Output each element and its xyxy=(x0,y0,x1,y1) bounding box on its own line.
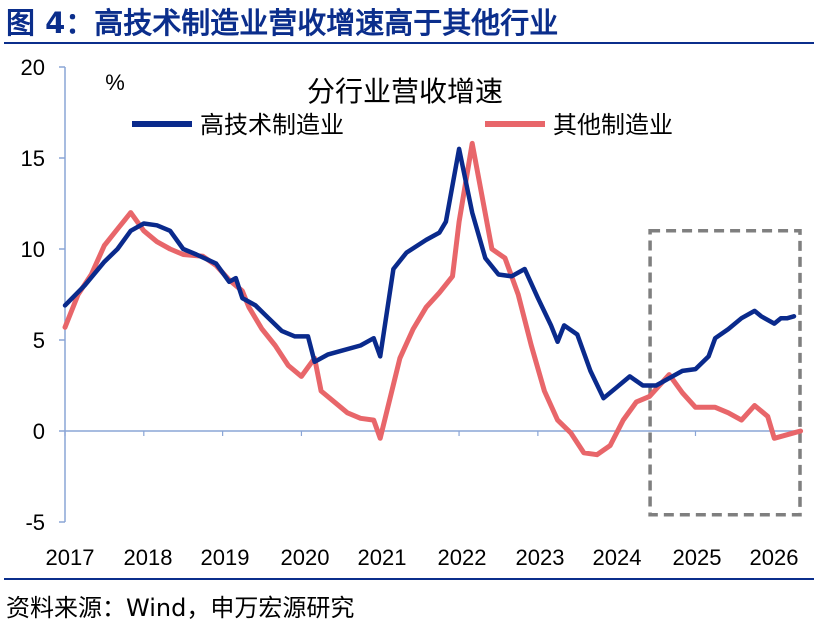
legend: 高技术制造业 其他制造业 xyxy=(132,111,673,139)
legend-item-other-manufacturing: 其他制造业 xyxy=(485,111,673,139)
y-unit-label: % xyxy=(105,70,125,95)
y-tick-label: -5 xyxy=(25,510,45,535)
x-tick-label: 2023 xyxy=(516,545,565,570)
series-line-high-tech xyxy=(62,146,797,401)
chart-title: 分行业营收增速 xyxy=(307,75,503,108)
legend-item-high-tech: 高技术制造业 xyxy=(132,111,344,139)
x-tick-label: 2021 xyxy=(358,545,407,570)
x-tick-label: 2022 xyxy=(438,545,487,570)
y-tick-label: 15 xyxy=(21,146,45,171)
highlight-region-layer xyxy=(648,229,802,517)
y-tick-label: 0 xyxy=(33,419,45,444)
x-tick-label: 2019 xyxy=(201,545,250,570)
x-tick-label: 2026 xyxy=(750,545,799,570)
x-tick-label: 2024 xyxy=(593,545,642,570)
footer-divider xyxy=(4,578,814,580)
chart-axes xyxy=(59,66,802,523)
x-tick-label: 2020 xyxy=(281,545,330,570)
y-tick-label: 10 xyxy=(21,237,45,262)
source-note: 资料来源：Wind，申万宏源研究 xyxy=(6,594,355,622)
line-chart: -5 0 5 10 15 20 2017 2018 2019 2020 2021 2022 2023 20… xyxy=(21,55,804,570)
tick-labels-layer: -5 0 5 10 15 20 2017 2018 2019 2020 2021 2022 2023 20… xyxy=(21,55,799,570)
y-tick-label: 20 xyxy=(21,55,45,80)
x-tick-label: 2025 xyxy=(673,545,722,570)
x-tick-label: 2017 xyxy=(46,545,95,570)
y-tick-label: 5 xyxy=(33,328,45,353)
figure-title: 图 4：高技术制造业营收增速高于其他行业 xyxy=(6,6,559,40)
series-line-other-manufacturing xyxy=(62,140,804,458)
title-divider xyxy=(4,42,814,44)
x-tick-label: 2018 xyxy=(124,545,173,570)
legend-label: 高技术制造业 xyxy=(200,111,344,139)
series-layer xyxy=(62,140,804,458)
legend-label: 其他制造业 xyxy=(553,111,673,139)
highlight-box xyxy=(648,229,802,517)
